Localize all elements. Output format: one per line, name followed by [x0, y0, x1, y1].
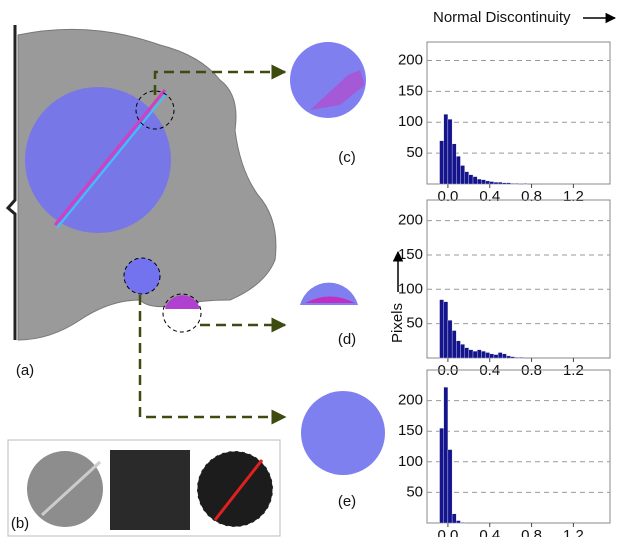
x-tick-label: 0.0 — [437, 527, 458, 537]
bar — [448, 119, 452, 184]
x-tick-label: 0.4 — [479, 527, 500, 537]
panel-label: (c) — [338, 149, 356, 166]
y-tick-label: 100 — [398, 280, 423, 297]
bar — [506, 183, 510, 184]
y-tick-label: 50 — [406, 483, 423, 500]
bar — [498, 353, 502, 358]
bar — [523, 183, 527, 184]
patch-images — [290, 42, 385, 475]
x-tick-label: 0.4 — [479, 188, 500, 205]
bar — [460, 522, 464, 523]
y-tick-label: 150 — [398, 422, 423, 439]
x-tick-label: 0.8 — [521, 188, 542, 205]
bar — [502, 354, 506, 358]
bar — [440, 300, 444, 358]
x-tick-label: 1.2 — [563, 188, 584, 205]
bar — [511, 183, 515, 184]
bar — [515, 357, 519, 358]
bar — [511, 357, 515, 358]
bar — [444, 302, 448, 358]
plot-frame — [427, 370, 610, 523]
bar — [498, 182, 502, 184]
bar — [469, 175, 473, 184]
bar — [460, 344, 464, 358]
bar — [473, 177, 477, 184]
panel-label: (b) — [11, 515, 29, 532]
y-tick-label: 100 — [398, 113, 423, 130]
y-tick-label: 150 — [398, 82, 423, 99]
panel-label: (a) — [16, 362, 34, 379]
x-tick-label: 1.2 — [563, 527, 584, 537]
bar — [477, 179, 481, 184]
panel-b-image — [8, 440, 280, 536]
bar — [486, 181, 490, 184]
bar — [456, 521, 460, 523]
bar — [444, 114, 448, 184]
bar — [486, 353, 490, 358]
bar — [460, 165, 464, 184]
bar — [519, 357, 523, 358]
y-tick-label: 200 — [398, 51, 423, 68]
bar — [473, 351, 477, 358]
bar — [477, 350, 481, 358]
bar — [452, 144, 456, 184]
bar — [456, 341, 460, 358]
y-axis-label: Pixels — [389, 303, 406, 343]
bar — [515, 183, 519, 184]
panel-label: (d) — [338, 331, 356, 348]
bar — [440, 141, 444, 184]
y-tick-label: 200 — [398, 392, 423, 409]
bar — [490, 182, 494, 184]
bar — [494, 182, 498, 184]
bar — [456, 156, 460, 184]
bar — [452, 331, 456, 358]
bar — [494, 355, 498, 358]
y-tick-label: 50 — [406, 315, 423, 332]
y-tick-label: 200 — [398, 212, 423, 229]
bar — [465, 172, 469, 184]
bar — [452, 514, 456, 523]
bar — [465, 348, 469, 358]
x-axis-label: Normal Discontinuity — [433, 9, 571, 26]
bar — [502, 183, 506, 184]
y-tick-label: 50 — [406, 144, 423, 161]
panel-label: (e) — [338, 493, 356, 510]
bar — [481, 351, 485, 358]
bar — [444, 387, 448, 523]
figure: (a) (b) (c) (d) (e) 50 100 150 200 0.0 0.4 0.8… — [0, 0, 629, 537]
x-tick-label: 0.0 — [437, 188, 458, 205]
bar — [448, 320, 452, 358]
y-tick-label: 150 — [398, 246, 423, 263]
bar — [448, 450, 452, 523]
bar — [481, 180, 485, 184]
bar — [469, 350, 473, 358]
bar — [506, 356, 510, 358]
bar — [490, 354, 494, 358]
x-tick-label: 0.8 — [521, 527, 542, 537]
y-tick-label: 100 — [398, 453, 423, 470]
bar — [440, 428, 444, 523]
